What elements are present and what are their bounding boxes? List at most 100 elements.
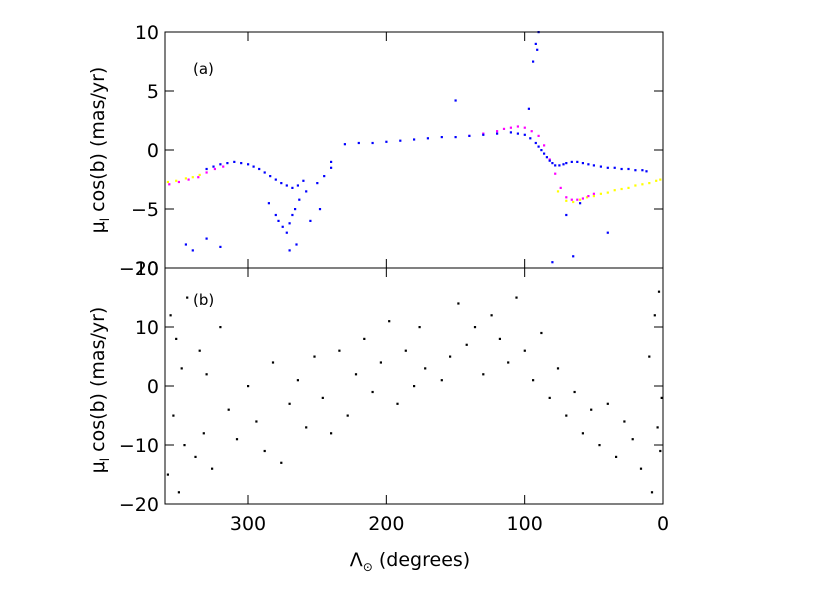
panel-a-point <box>527 107 530 110</box>
panel-b-point <box>346 414 349 417</box>
panel-a-point <box>184 177 187 180</box>
panel-a-point <box>440 136 443 139</box>
panel-a-point <box>627 167 630 171</box>
panel-b-point <box>396 402 399 405</box>
panel-b-point <box>490 314 493 317</box>
panel-a-point <box>291 186 294 189</box>
panel-a-point <box>413 138 416 141</box>
panel-a-point <box>576 198 579 201</box>
panel-a-point <box>295 243 298 246</box>
panel-a-points <box>166 31 662 264</box>
panel-b-point <box>449 355 452 358</box>
panel-a-point <box>587 163 590 166</box>
panel-a-point <box>548 158 551 161</box>
panel-b-label: (b) <box>193 291 214 309</box>
panel-b-point <box>424 367 427 370</box>
panel-b-point <box>457 302 460 305</box>
panel-a-point <box>285 184 288 187</box>
panel-a-point <box>581 162 584 165</box>
panel-a-point <box>572 200 575 204</box>
panel-b-point <box>507 361 510 364</box>
panel-b-point <box>227 408 230 411</box>
panel-a-point <box>534 141 537 145</box>
panel-a-point <box>191 249 194 252</box>
panel-a-point <box>343 143 346 146</box>
panel-a-point <box>274 213 277 217</box>
panel-a-point <box>197 176 200 179</box>
panel-a-point <box>330 166 333 169</box>
panel-a-point <box>537 145 540 148</box>
panel-b-point <box>371 390 374 394</box>
panel-a-point <box>274 178 277 181</box>
panel-b-point <box>172 414 175 417</box>
panel-b-point <box>194 455 197 458</box>
panel-b-point <box>363 337 366 340</box>
panel-b-point <box>211 467 214 470</box>
panel-b-point <box>615 455 618 458</box>
panel-b-x-tick-label: 200 <box>368 513 404 535</box>
panel-b-point <box>556 367 560 370</box>
panel-a-point <box>620 187 623 191</box>
panel-b-point <box>656 426 659 429</box>
panel-a-point <box>606 191 609 194</box>
panel-a-point <box>166 180 169 184</box>
panel-a-point <box>291 213 294 217</box>
panel-a-point <box>548 159 551 162</box>
panel-b-point <box>482 373 485 376</box>
panel-a-point <box>579 202 582 205</box>
panel-a-point <box>296 184 299 187</box>
panel-b-point <box>650 491 654 494</box>
panel-b-point <box>321 396 324 399</box>
panel-a-point <box>263 171 266 174</box>
panel-b-y-tick-label: −20 <box>119 494 159 516</box>
panel-a-point <box>205 237 208 240</box>
panel-b-point <box>498 337 501 340</box>
panel-a-point <box>285 231 288 234</box>
panel-b-point <box>565 414 568 417</box>
panel-a-point <box>482 133 485 136</box>
panel-a-point <box>267 202 270 205</box>
panel-a-point <box>641 169 644 172</box>
panel-a-point <box>198 173 201 176</box>
panel-a-ticks: 10 5 0 −5 −10 <box>119 22 664 280</box>
panel-a-point <box>648 182 651 185</box>
panel-a-point <box>551 162 554 165</box>
panel-a-point <box>599 165 602 168</box>
panel-a-point <box>288 249 291 252</box>
panel-a-point <box>219 245 222 248</box>
panel-a-point <box>579 198 582 201</box>
panel-b-point <box>404 349 407 352</box>
panel-b-point <box>219 326 222 329</box>
panel-a-point <box>554 164 557 167</box>
panel-a-point <box>280 182 283 185</box>
panel-a: 10 5 0 −5 −10 (a) μl cos(b) (mas/yr) <box>87 22 664 280</box>
panel-a-point <box>187 178 190 181</box>
panel-b-y-tick-label: −10 <box>119 435 159 457</box>
panel-b-point <box>581 432 584 435</box>
panel-a-point <box>516 125 519 128</box>
panel-a-point <box>168 183 171 186</box>
panel-a-point <box>269 175 272 178</box>
panel-b-point <box>354 373 358 376</box>
panel-b-point <box>623 420 626 423</box>
panel-a-point <box>554 172 557 175</box>
panel-a-point <box>222 165 225 168</box>
panel-b-point <box>177 491 180 494</box>
panel-b-point <box>166 473 169 476</box>
panel-a-point <box>543 152 546 155</box>
panel-a-point <box>536 48 539 51</box>
panel-a-point <box>516 132 519 135</box>
panel-a-point <box>565 213 568 217</box>
panel-a-point <box>556 190 560 193</box>
panel-b-point <box>540 331 543 335</box>
panel-a-point <box>523 133 526 136</box>
panel-b-point <box>659 449 662 453</box>
panel-a-point <box>496 130 499 133</box>
panel-b-point <box>205 373 208 376</box>
panel-b-point <box>280 461 283 464</box>
panel-a-point <box>509 126 512 129</box>
panel-a-point <box>530 130 533 133</box>
panel-b-point <box>388 320 391 323</box>
panel-a-point <box>592 164 595 167</box>
